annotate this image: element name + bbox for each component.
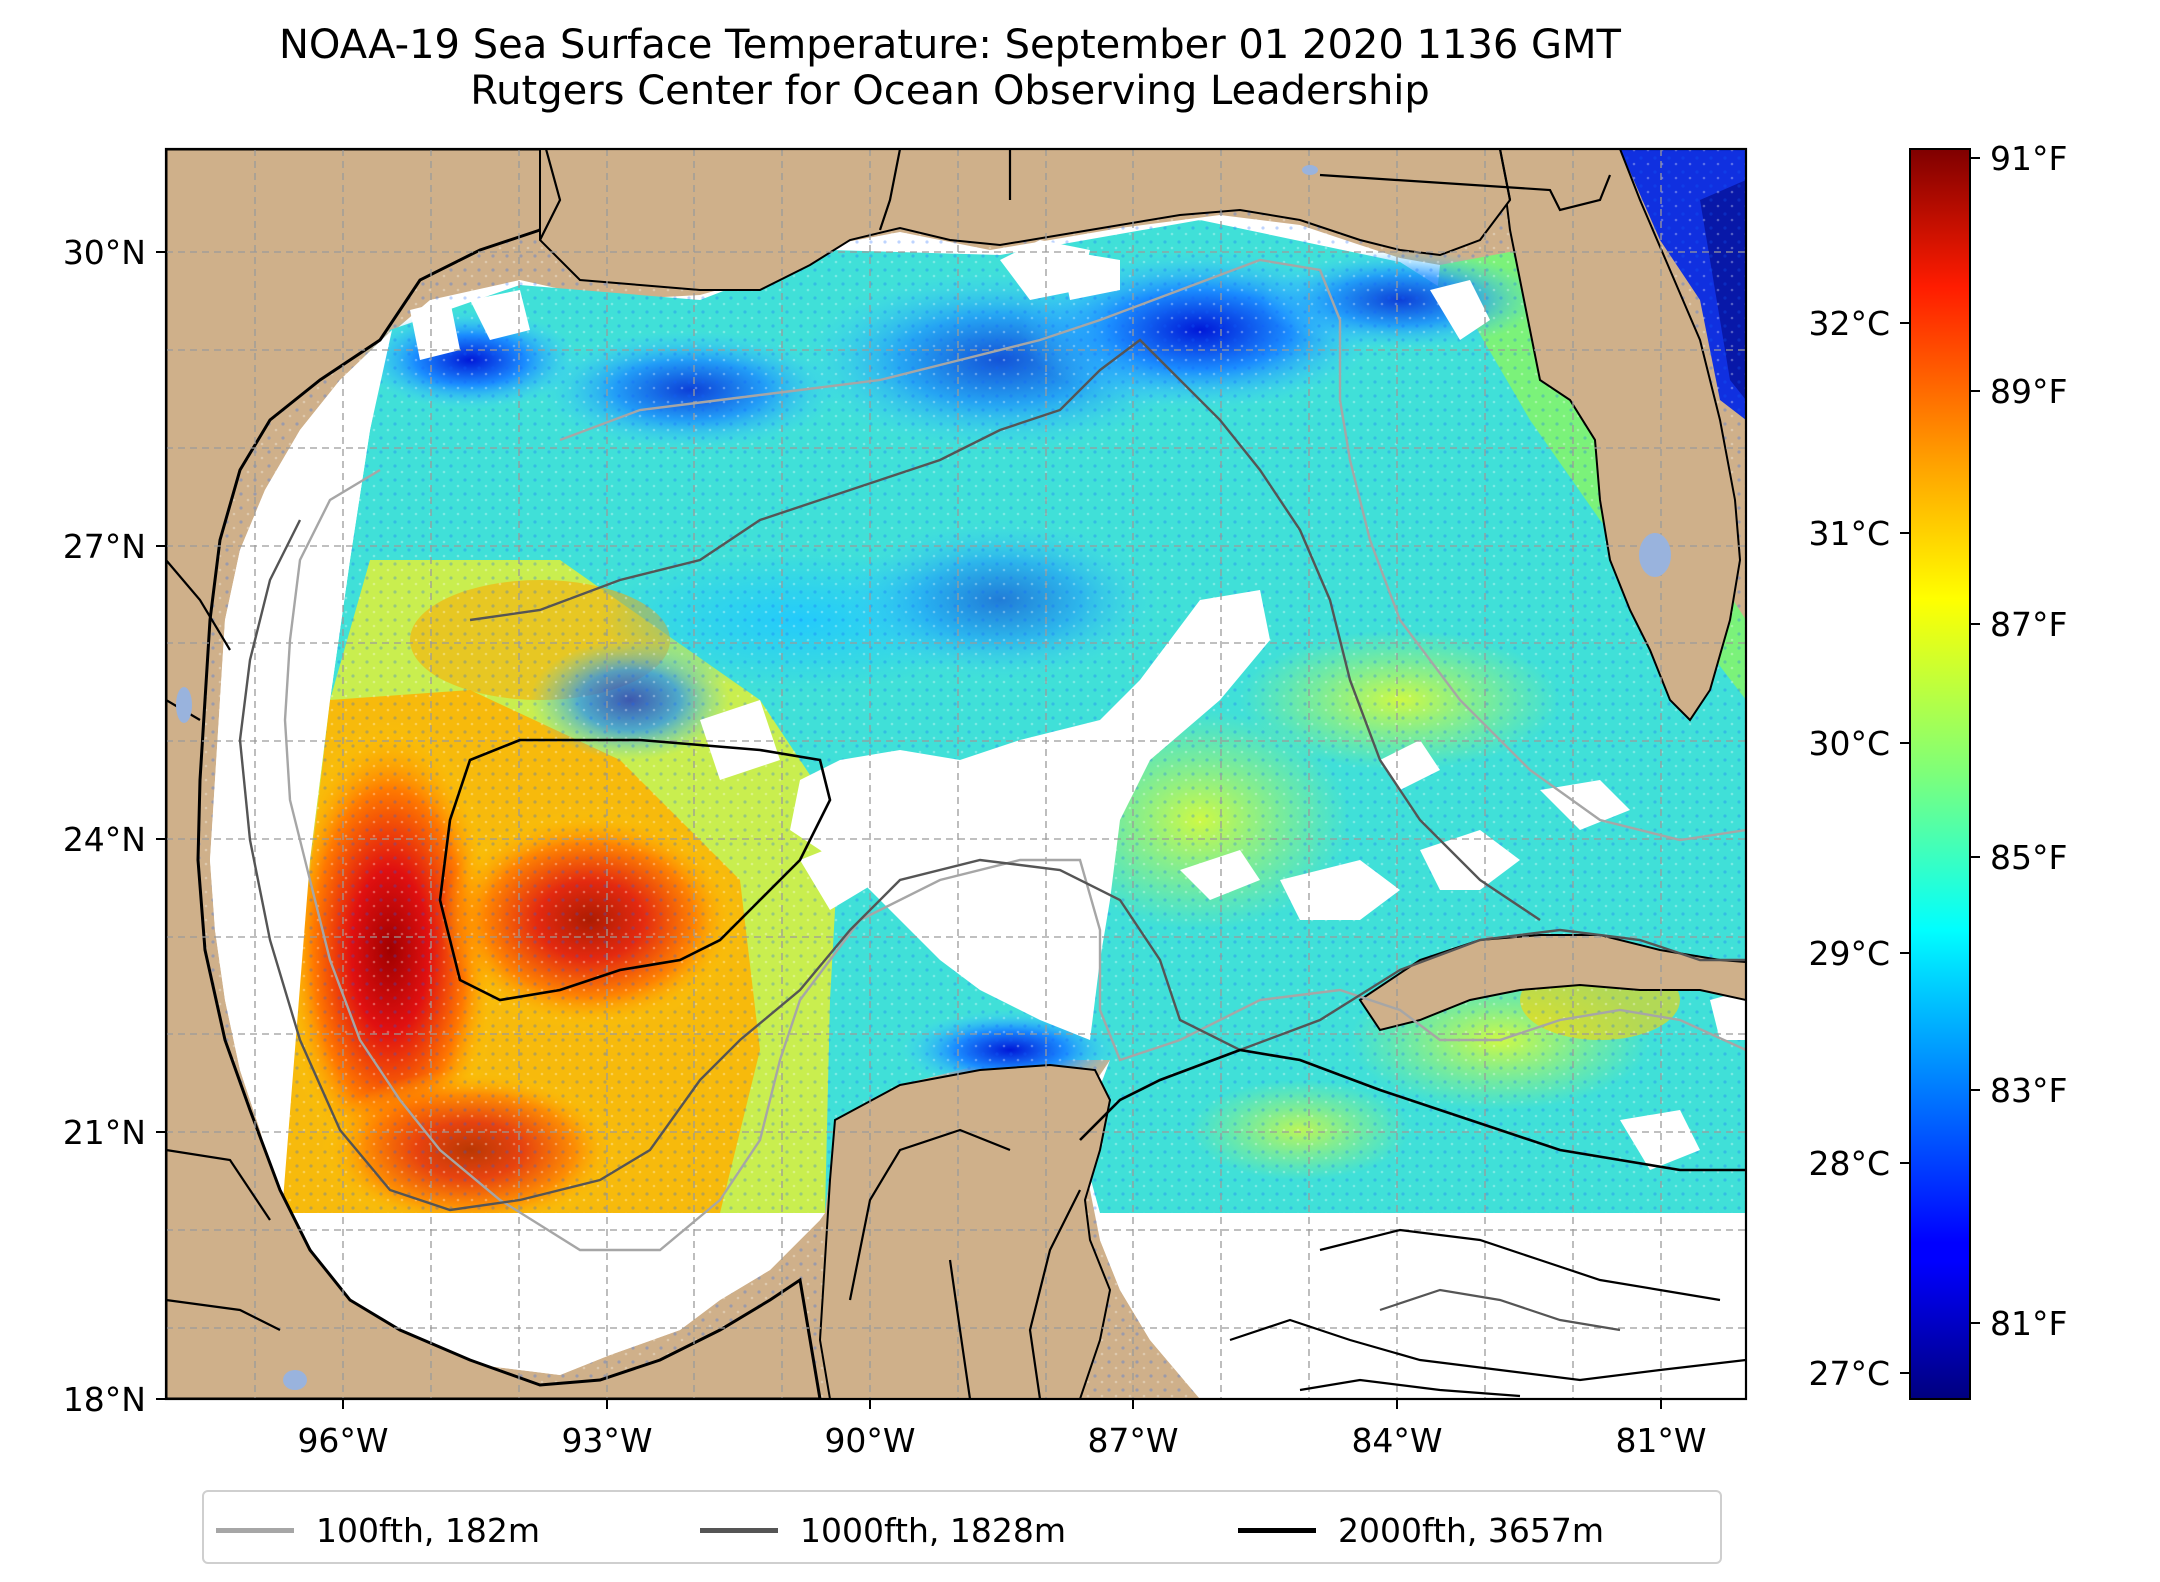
- lat-label-18n: 18°N: [63, 1380, 146, 1419]
- inland-lakes: [176, 165, 1671, 1390]
- colorbar-fahrenheit-ticks: [1970, 157, 1980, 1324]
- legend-swatch-2000fth: [1238, 1527, 1316, 1533]
- colorbar-celsius-ticks: [1900, 322, 1910, 1374]
- florida-land: [1498, 149, 1742, 722]
- chart-subtitle: Rutgers Center for Ocean Observing Leade…: [470, 68, 1430, 114]
- legend-item-2000fth: 2000fth, 3657m: [1238, 1510, 1604, 1550]
- lon-label-93w: 93°W: [561, 1421, 652, 1460]
- legend-label-2000fth: 2000fth, 3657m: [1338, 1510, 1604, 1550]
- lat-label-30n: 30°N: [63, 233, 146, 272]
- colorbar-label-87f: 87°F: [1990, 605, 2067, 644]
- lat-label-24n: 24°N: [63, 820, 146, 859]
- lat-label-21n: 21°N: [63, 1113, 146, 1152]
- colorbar: [1909, 148, 1971, 1400]
- bathymetry-contours: [238, 258, 1746, 1398]
- legend-item-100fth: 100fth, 182m: [216, 1510, 540, 1550]
- colorbar-label-28c: 28°C: [1808, 1144, 1890, 1183]
- colorbar-label-31c: 31°C: [1808, 514, 1890, 553]
- colorbar-label-85f: 85°F: [1990, 838, 2067, 877]
- lon-label-96w: 96°W: [297, 1421, 388, 1460]
- colorbar-label-83f: 83°F: [1990, 1071, 2067, 1110]
- political-borders: [166, 149, 1612, 1399]
- contour-100fth: [283, 468, 1746, 1252]
- lon-label-87w: 87°W: [1087, 1421, 1178, 1460]
- lon-label-81w: 81°W: [1615, 1421, 1706, 1460]
- colorbar-label-30c: 30°C: [1808, 724, 1890, 763]
- colorbar-label-91f: 91°F: [1990, 139, 2067, 178]
- lon-ticks: [342, 1399, 1662, 1409]
- mexico-texas-coast: [166, 149, 822, 1399]
- colorbar-label-32c: 32°C: [1808, 304, 1890, 343]
- contour-legend: 100fth, 182m 1000fth, 1828m 2000fth, 365…: [202, 1490, 1722, 1564]
- lon-label-90w: 90°W: [824, 1421, 915, 1460]
- colorbar-label-81f: 81°F: [1990, 1304, 2067, 1343]
- lat-ticks: [156, 251, 166, 1400]
- chart-title: NOAA-19 Sea Surface Temperature: Septemb…: [279, 22, 1621, 68]
- cuba-land: [1358, 934, 1746, 1032]
- contour-1000fth: [238, 519, 1746, 1212]
- southern-nodata-band: [282, 1213, 825, 1375]
- us-gulf-coast: [539, 149, 1512, 291]
- graticule: [166, 149, 1746, 1399]
- lat-label-27n: 27°N: [63, 527, 146, 566]
- lon-label-84w: 84°W: [1351, 1421, 1442, 1460]
- colorbar-label-29c: 29°C: [1808, 934, 1890, 973]
- contour-2000fth: [438, 738, 832, 1002]
- yucatan-land: [818, 1063, 1112, 1399]
- map-frame: [164, 147, 1748, 1401]
- legend-swatch-100fth: [216, 1527, 294, 1533]
- legend-label-1000fth: 1000fth, 1828m: [800, 1510, 1066, 1550]
- legend-label-100fth: 100fth, 182m: [316, 1510, 540, 1550]
- legend-item-1000fth: 1000fth, 1828m: [700, 1510, 1066, 1550]
- legend-swatch-1000fth: [700, 1527, 778, 1533]
- colorbar-label-89f: 89°F: [1990, 372, 2067, 411]
- colorbar-label-27c: 27°C: [1808, 1354, 1890, 1393]
